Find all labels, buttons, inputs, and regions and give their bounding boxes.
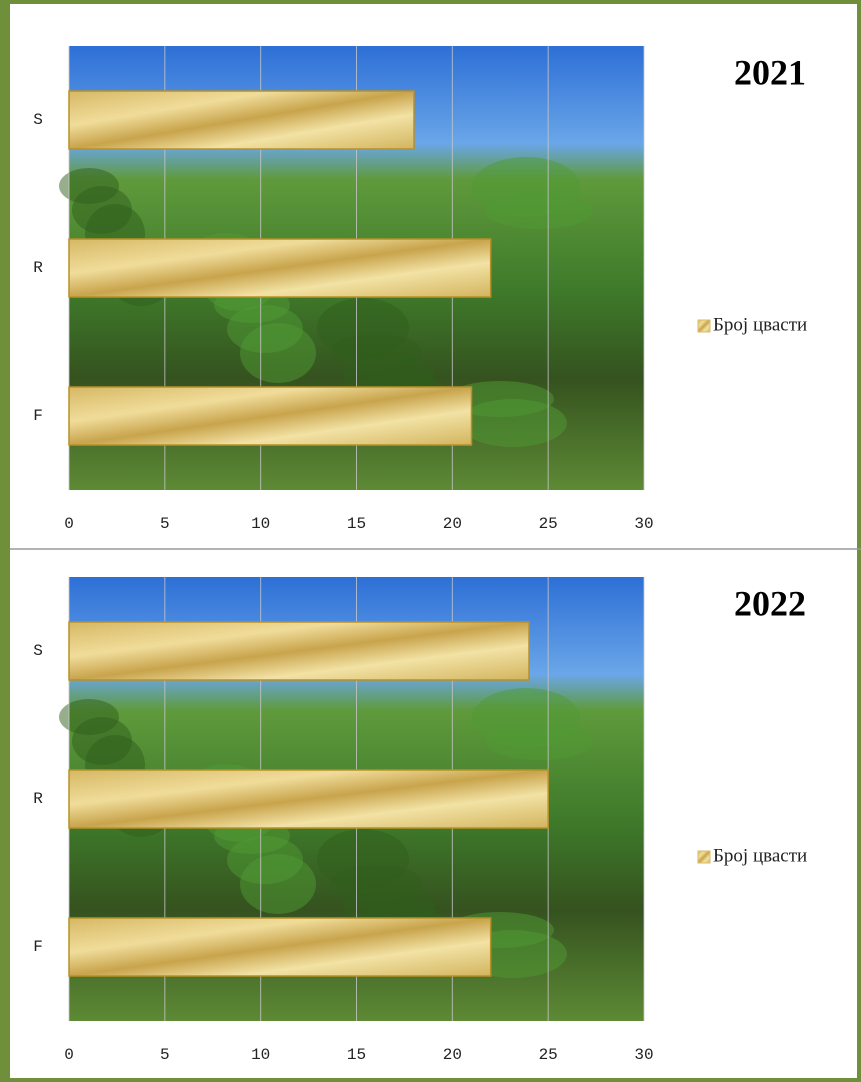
x-tick-label: 0 bbox=[64, 1046, 74, 1064]
bar bbox=[68, 90, 415, 150]
foliage bbox=[240, 854, 316, 914]
x-tick-label: 10 bbox=[251, 515, 270, 533]
x-tick-label: 15 bbox=[347, 515, 366, 533]
y-tick-label: R bbox=[33, 259, 43, 277]
bar bbox=[68, 769, 549, 829]
x-tick-label: 25 bbox=[539, 515, 558, 533]
x-tick-label: 20 bbox=[443, 1046, 462, 1064]
x-tick-label: 10 bbox=[251, 1046, 270, 1064]
foliage bbox=[240, 323, 316, 383]
chart-title: 2021 bbox=[734, 52, 806, 92]
y-tick-label: S bbox=[33, 111, 43, 129]
x-tick-label: 20 bbox=[443, 515, 462, 533]
x-tick-label: 5 bbox=[160, 1046, 170, 1064]
x-tick-label: 0 bbox=[64, 515, 74, 533]
bar bbox=[68, 917, 492, 977]
x-tick-label: 5 bbox=[160, 515, 170, 533]
bar bbox=[68, 238, 492, 298]
legend-label: Број цвасти bbox=[713, 845, 807, 866]
foliage bbox=[485, 724, 593, 760]
legend-swatch bbox=[697, 850, 711, 864]
legend-swatch bbox=[697, 319, 711, 333]
x-tick-label: 15 bbox=[347, 1046, 366, 1064]
x-tick-label: 25 bbox=[539, 1046, 558, 1064]
x-tick-label: 30 bbox=[634, 1046, 653, 1064]
frame-left bbox=[0, 0, 10, 1082]
chart-title: 2022 bbox=[734, 583, 806, 623]
foliage bbox=[485, 193, 593, 229]
y-tick-label: R bbox=[33, 790, 43, 808]
foliage bbox=[459, 399, 567, 447]
bar bbox=[68, 621, 530, 681]
legend-label: Број цвасти bbox=[713, 314, 807, 335]
x-tick-label: 30 bbox=[634, 515, 653, 533]
y-tick-label: F bbox=[33, 407, 43, 425]
bar bbox=[68, 386, 473, 446]
y-tick-label: S bbox=[33, 642, 43, 660]
y-tick-label: F bbox=[33, 938, 43, 956]
